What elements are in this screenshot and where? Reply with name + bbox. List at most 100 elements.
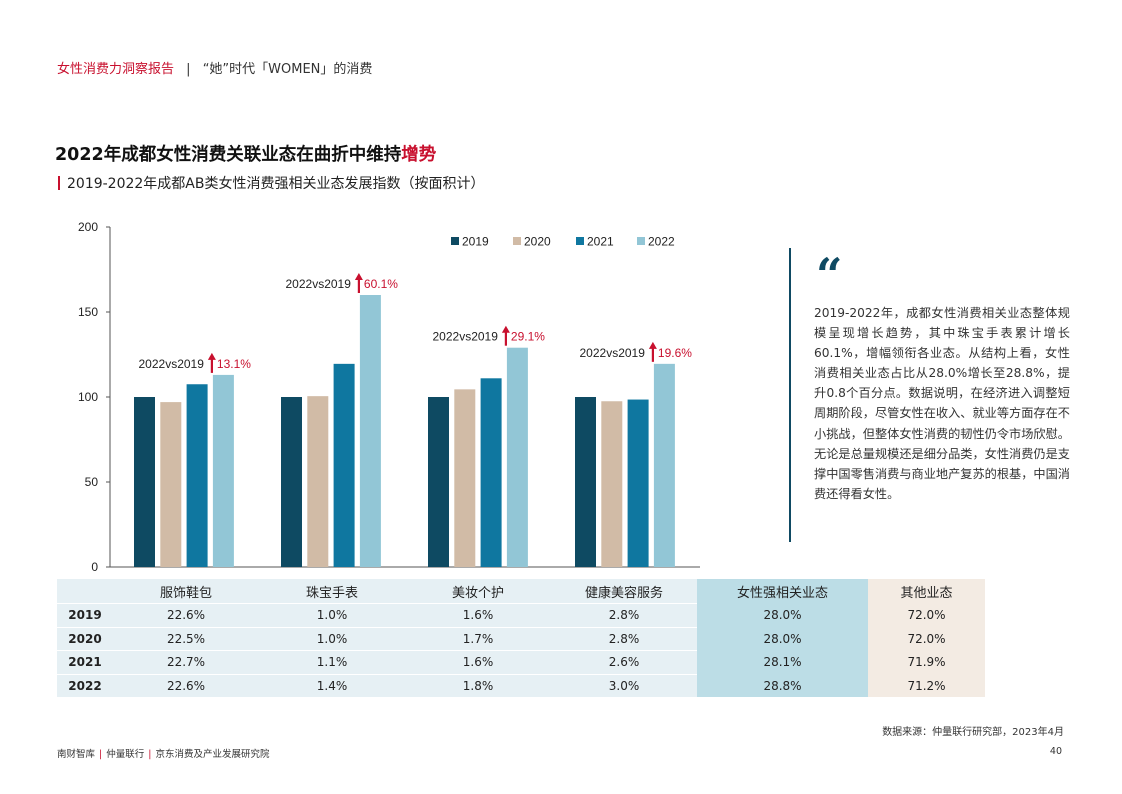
legend-label: 2019 [462, 235, 489, 249]
footer-org: 京东消费及产业发展研究院 [155, 749, 270, 760]
table-cell: 1.8% [405, 673, 551, 697]
table-cell: 28.0% [697, 627, 868, 651]
bar-2020 [307, 396, 329, 567]
footer-orgs: 南财智库 | 仲量联行 | 京东消费及产业发展研究院 [57, 746, 269, 760]
table-header: 服饰鞋包 [113, 579, 259, 604]
comparison-label: 2022vs2019 [580, 346, 646, 360]
footer-divider: | [148, 749, 152, 760]
bar-2019 [134, 397, 155, 567]
legend-swatch [637, 237, 645, 245]
report-name: 女性消费力洞察报告 [57, 62, 175, 77]
up-arrow-head-icon [207, 352, 216, 360]
up-arrow-head-icon [354, 273, 363, 280]
table-cell: 28.1% [697, 650, 868, 674]
comparison-label: 2022vs2019 [139, 357, 205, 371]
growth-value: 13.1% [217, 357, 251, 371]
legend-swatch [451, 237, 459, 245]
table-header: 其他业态 [868, 579, 985, 604]
table-cell: 72.0% [868, 603, 985, 627]
row-year: 2022 [57, 673, 113, 697]
footer-divider: | [99, 749, 103, 760]
table-row: 2020 22.5% 1.0% 1.7% 2.8% 28.0% 72.0% [57, 626, 985, 651]
up-arrow-head-icon [501, 325, 510, 333]
row-year: 2020 [57, 626, 113, 651]
table-cell: 2.8% [551, 603, 697, 627]
y-tick-label: 150 [78, 305, 98, 319]
table-cell: 2.6% [551, 650, 697, 674]
quote-text: 2019-2022年，成都女性消费相关业态整体规模呈现增长趋势，其中珠宝手表累计… [814, 306, 1070, 501]
bar-2019 [428, 397, 449, 567]
up-arrow-head-icon [648, 341, 657, 349]
report-header: 女性消费力洞察报告 | “她”时代「WOMEN」的消费 [57, 58, 372, 77]
y-tick-label: 0 [91, 560, 98, 574]
chart-subtitle: 2019-2022年成都AB类女性消费强相关业态发展指数（按面积计） [58, 173, 485, 193]
bar-2022 [359, 295, 381, 567]
row-year: 2019 [57, 603, 113, 627]
bar-2021 [480, 378, 502, 567]
table-cell: 72.0% [868, 627, 985, 651]
bar-2019 [281, 397, 302, 567]
table-header-row: 服饰鞋包 珠宝手表 美妆个护 健康美容服务 女性强相关业态 其他业态 [57, 579, 985, 604]
table-header: 美妆个护 [405, 579, 551, 604]
table-cell: 71.9% [868, 650, 985, 674]
table-cell: 3.0% [551, 673, 697, 697]
footer-org: 南财智库 [57, 749, 96, 760]
growth-value: 19.6% [658, 346, 692, 360]
bar-2022 [506, 347, 528, 567]
table-cell: 28.8% [697, 674, 868, 697]
table-corner [57, 579, 113, 604]
page-title-highlight: 增势 [401, 145, 437, 165]
table-cell: 2.8% [551, 626, 697, 651]
bar-2021 [333, 363, 355, 567]
bar-2021 [186, 384, 208, 567]
legend-swatch [576, 237, 584, 245]
bar-2020 [601, 401, 623, 567]
table-cell: 1.0% [259, 603, 405, 627]
table-header: 健康美容服务 [551, 579, 697, 604]
legend-swatch [513, 237, 521, 245]
comparison-label: 2022vs2019 [433, 330, 499, 344]
legend-label: 2020 [524, 235, 551, 249]
table-row: 2021 22.7% 1.1% 1.6% 2.6% 28.1% 71.9% [57, 650, 985, 674]
y-tick-label: 100 [78, 390, 98, 404]
comparison-label: 2022vs2019 [286, 277, 352, 291]
legend-label: 2022 [648, 235, 675, 249]
table-cell: 1.6% [405, 650, 551, 674]
bar-2019 [575, 397, 596, 567]
row-year: 2021 [57, 650, 113, 674]
table-cell: 71.2% [868, 674, 985, 697]
footer-org: 仲量联行 [106, 749, 145, 760]
table-cell: 1.0% [259, 626, 405, 651]
bar-2022 [653, 363, 675, 567]
y-tick-label: 200 [78, 220, 98, 234]
page-title: 2022年成都女性消费关联业态在曲折中维持增势 [55, 141, 436, 166]
legend-label: 2021 [587, 235, 614, 249]
header-divider: | [186, 62, 191, 77]
table-header: 珠宝手表 [259, 579, 405, 604]
y-tick-label: 50 [85, 475, 99, 489]
subtitle-accent-bar [58, 176, 60, 190]
table-cell: 28.0% [697, 603, 868, 627]
quote-rule [789, 248, 791, 542]
page-number: 40 [1049, 746, 1062, 757]
table-header: 女性强相关业态 [697, 579, 868, 604]
bar-2020 [454, 389, 476, 567]
table-cell: 1.6% [405, 603, 551, 627]
table-cell: 1.1% [259, 650, 405, 674]
quote-mark-icon: “ [816, 248, 843, 302]
table-cell: 22.6% [113, 673, 259, 697]
bar-chart: 0 50 100 150 200 2022vs2019 13.1% 2022vs2019 60.… [78, 220, 700, 574]
bar-2020 [160, 402, 182, 567]
report-section: “她”时代「WOMEN」的消费 [202, 62, 373, 77]
table-cell: 22.7% [113, 650, 259, 674]
bar-2021 [627, 399, 649, 567]
table-cell: 22.6% [113, 603, 259, 627]
table-row: 2019 22.6% 1.0% 1.6% 2.8% 28.0% 72.0% [57, 603, 985, 627]
table-cell: 1.4% [259, 673, 405, 697]
growth-value: 60.1% [364, 277, 398, 291]
data-source: 数据来源：仲量联行研究部，2023年4月 [882, 727, 1064, 738]
share-table: 服饰鞋包 珠宝手表 美妆个护 健康美容服务 女性强相关业态 其他业态 2019 … [57, 579, 985, 697]
page-title-main: 2022年成都女性消费关联业态在曲折中维持 [55, 145, 402, 165]
chart-subtitle-text: 2019-2022年成都AB类女性消费强相关业态发展指数（按面积计） [67, 176, 485, 192]
table-cell: 1.7% [405, 626, 551, 651]
